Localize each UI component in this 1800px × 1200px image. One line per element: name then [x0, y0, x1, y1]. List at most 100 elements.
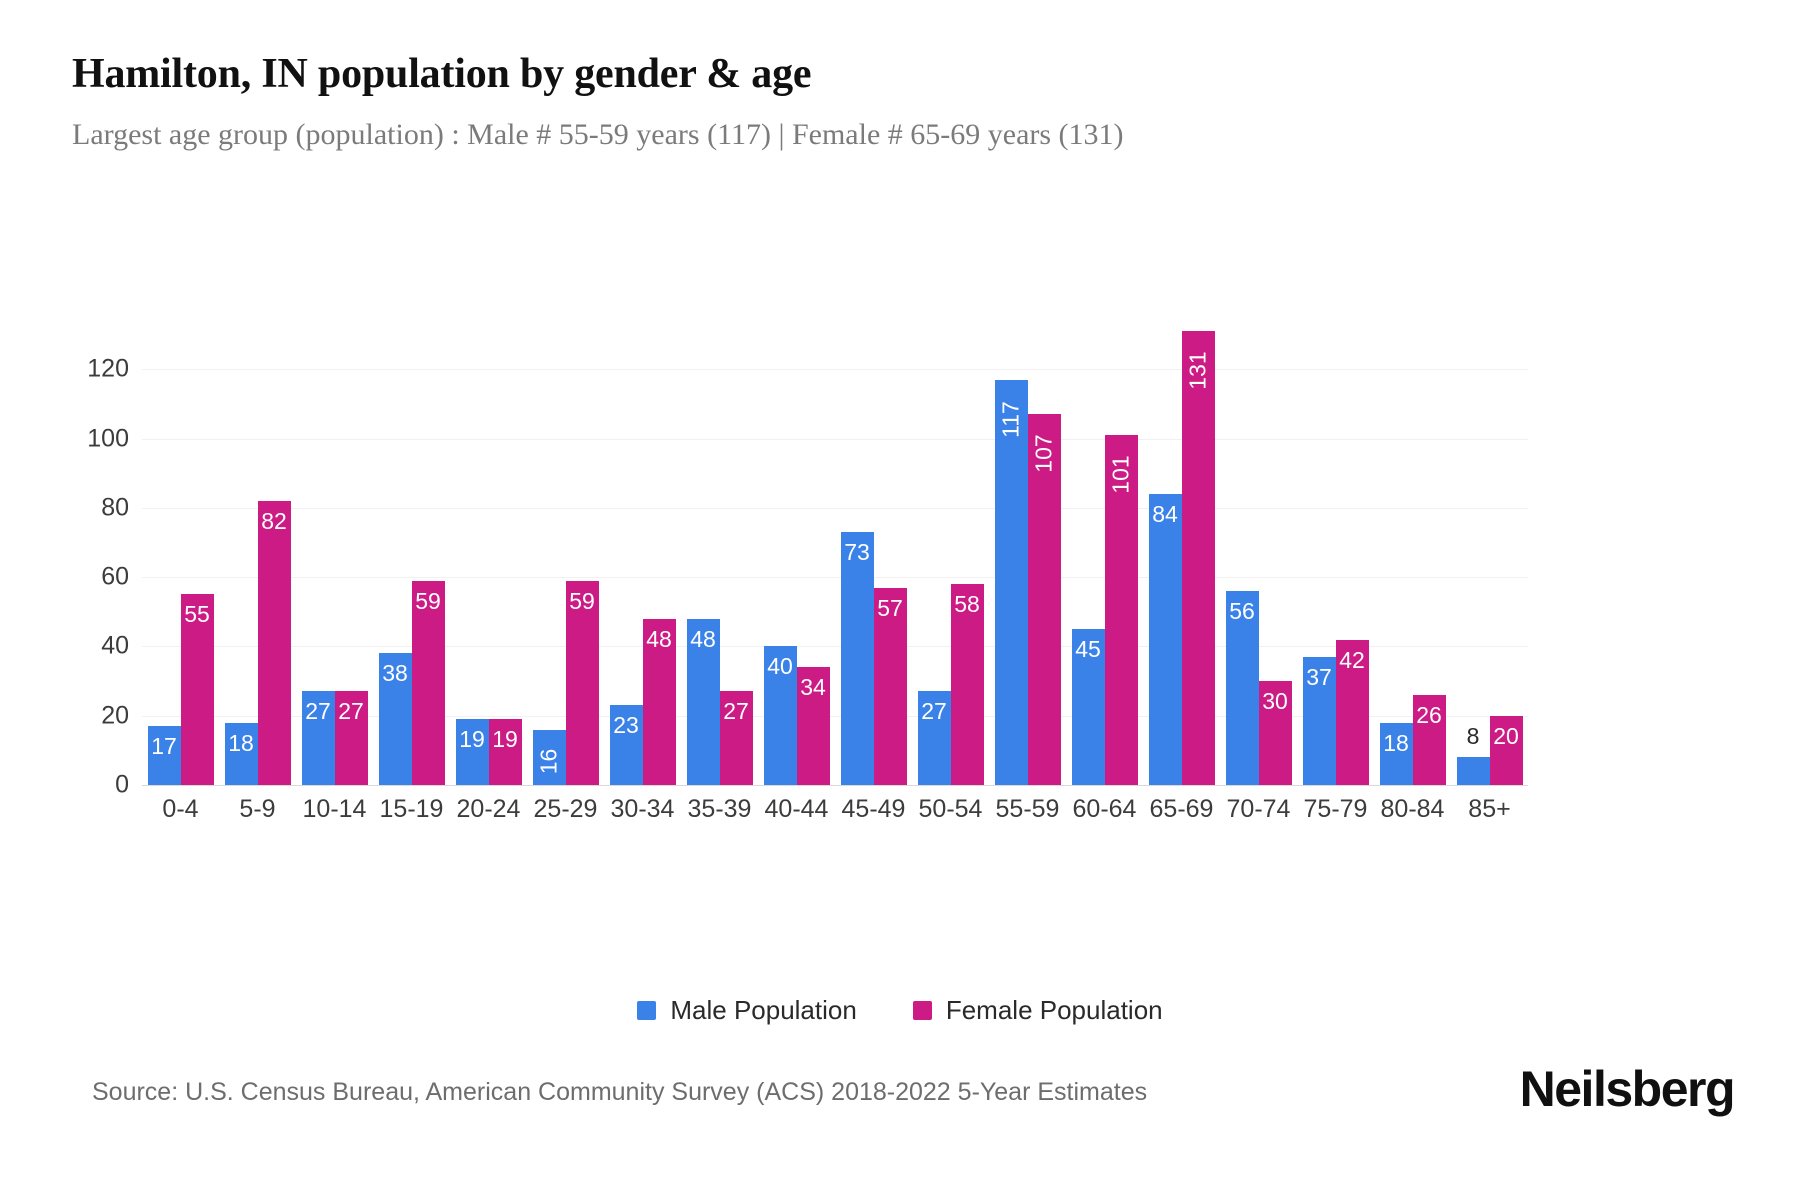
- bar-female-20-24[interactable]: 19: [488, 719, 522, 785]
- y-axis: 0 20 40 60 80 100 120: [52, 300, 130, 799]
- bar-value-label: 45: [1075, 636, 1101, 663]
- bar-group: 38 59: [373, 300, 450, 785]
- y-axis-tick-label: 0: [115, 770, 129, 799]
- bar-value-label: 37: [1306, 663, 1332, 690]
- chart-legend: Male Population Female Population: [0, 995, 1800, 1026]
- bar-value-label: 27: [338, 698, 364, 725]
- x-axis-tick-label: 45-49: [841, 795, 906, 823]
- bar-female-40-44[interactable]: 34: [796, 667, 830, 785]
- bar-male-0-4[interactable]: 17: [147, 726, 181, 785]
- bar-group: 27 58: [912, 300, 989, 785]
- bar-value-label: 18: [1383, 729, 1409, 756]
- bar-male-15-19[interactable]: 38: [378, 653, 412, 785]
- bar-female-45-49[interactable]: 57: [873, 587, 907, 785]
- bar-value-label: 34: [800, 674, 826, 701]
- bar-value-label: 57: [877, 594, 903, 621]
- bar-female-60-64[interactable]: 101: [1104, 435, 1138, 785]
- brand-logo: Neilsberg: [1519, 1061, 1736, 1117]
- bar-value-label: 84: [1152, 501, 1178, 527]
- bar-female-35-39[interactable]: 27: [719, 691, 753, 785]
- bar-female-65-69[interactable]: 131: [1181, 331, 1215, 785]
- bar-female-10-14[interactable]: 27: [334, 691, 368, 785]
- page-subtitle: Largest age group (population) : Male # …: [72, 118, 1124, 151]
- x-axis-tick-label: 75-79: [1303, 795, 1368, 823]
- bar-female-55-59[interactable]: 107: [1027, 414, 1061, 785]
- bar-group: 56 30: [1220, 300, 1297, 785]
- bar-value-label: 26: [1416, 701, 1442, 728]
- bar-male-5-9[interactable]: 18: [224, 722, 258, 785]
- bar-value-label: 38: [382, 660, 408, 687]
- bar-value-label: 117: [997, 400, 1024, 438]
- bar-male-35-39[interactable]: 48: [686, 618, 720, 785]
- x-axis-tick-label: 30-34: [610, 795, 675, 823]
- x-axis-tick-label: 15-19: [379, 795, 444, 823]
- bar-female-85+[interactable]: 20: [1489, 715, 1523, 785]
- y-axis-tick-label: 60: [101, 562, 129, 591]
- y-axis-tick-label: 80: [101, 493, 129, 522]
- x-axis-tick-label: 60-64: [1072, 795, 1137, 823]
- bar-female-50-54[interactable]: 58: [950, 584, 984, 785]
- bar-male-80-84[interactable]: 18: [1379, 722, 1413, 785]
- bar-group: 40 34: [758, 300, 835, 785]
- x-axis: 0-4 5-9 10-14 15-19 20-24 25-29 30-34 35-39 40-4…: [142, 795, 1528, 835]
- x-axis-tick-label: 55-59: [995, 795, 1060, 823]
- x-axis-tick-label: 10-14: [302, 795, 367, 823]
- bar-group: 18 82: [219, 300, 296, 785]
- x-axis-tick-label: 40-44: [764, 795, 829, 823]
- bar-male-30-34[interactable]: 23: [609, 705, 643, 785]
- bar-male-20-24[interactable]: 19: [455, 719, 489, 785]
- bar-female-5-9[interactable]: 82: [257, 500, 291, 785]
- bar-male-70-74[interactable]: 56: [1225, 591, 1259, 785]
- bar-value-label: 16: [535, 748, 562, 774]
- bar-value-label: 19: [459, 726, 485, 753]
- bar-male-45-49[interactable]: 73: [840, 532, 874, 785]
- bar-group: 8 20: [1451, 300, 1528, 785]
- gridline: [142, 577, 1528, 579]
- bar-group: 27 27: [296, 300, 373, 785]
- bar-value-label: 17: [151, 733, 177, 760]
- bar-female-75-79[interactable]: 42: [1335, 639, 1369, 785]
- y-axis-tick-label: 120: [87, 354, 129, 383]
- bar-male-25-29[interactable]: 16: [532, 729, 566, 785]
- x-axis-tick-label: 85+: [1468, 795, 1511, 823]
- bar-female-30-34[interactable]: 48: [642, 618, 676, 785]
- bar-value-label: 73: [844, 539, 870, 566]
- legend-item[interactable]: Female Population: [912, 995, 1163, 1026]
- bar-value-label: 42: [1339, 646, 1365, 673]
- bar-value-label: 59: [569, 587, 595, 614]
- bar-series-container: 17 55 18 82 27 27 38 59 19 19 16 59 23 48 48 27 40 34 73 57…: [142, 300, 1528, 785]
- bar-male-40-44[interactable]: 40: [763, 646, 797, 785]
- bar-female-25-29[interactable]: 59: [565, 580, 599, 785]
- bar-male-10-14[interactable]: 27: [301, 691, 335, 785]
- bar-female-80-84[interactable]: 26: [1412, 694, 1446, 785]
- page-title: Hamilton, IN population by gender & age: [72, 51, 812, 97]
- bar-male-85+[interactable]: 8: [1456, 725, 1490, 785]
- bar-male-55-59[interactable]: 117: [994, 379, 1028, 785]
- bar-male-50-54[interactable]: 27: [917, 691, 951, 785]
- bar-male-65-69[interactable]: 84: [1148, 494, 1182, 785]
- bar-value-label: 27: [723, 698, 749, 725]
- bar-value-label: 56: [1229, 598, 1255, 624]
- bar-group: 17 55: [142, 300, 219, 785]
- y-axis-tick-label: 40: [101, 631, 129, 660]
- bar-female-0-4[interactable]: 55: [180, 594, 214, 785]
- bar-female-70-74[interactable]: 30: [1258, 681, 1292, 785]
- bar-male-60-64[interactable]: 45: [1071, 629, 1105, 785]
- bar-group: 18 26: [1374, 300, 1451, 785]
- gridline: [142, 507, 1528, 509]
- bar-male-75-79[interactable]: 37: [1302, 656, 1336, 785]
- bar-female-15-19[interactable]: 59: [411, 580, 445, 785]
- bar-value-label: 23: [613, 712, 639, 739]
- bar-value-label: 48: [646, 625, 672, 652]
- gridline: [142, 715, 1528, 717]
- y-axis-tick-label: 100: [87, 424, 129, 453]
- bar-group: 45 101: [1066, 300, 1143, 785]
- x-axis-tick-label: 70-74: [1226, 795, 1291, 823]
- bar-group: 73 57: [835, 300, 912, 785]
- bar-value-label: 58: [954, 591, 980, 618]
- bar-value-label: 27: [921, 698, 947, 725]
- y-axis-tick-label: 20: [101, 701, 129, 730]
- legend-item[interactable]: Male Population: [637, 995, 857, 1026]
- legend-swatch-icon: [912, 1001, 932, 1020]
